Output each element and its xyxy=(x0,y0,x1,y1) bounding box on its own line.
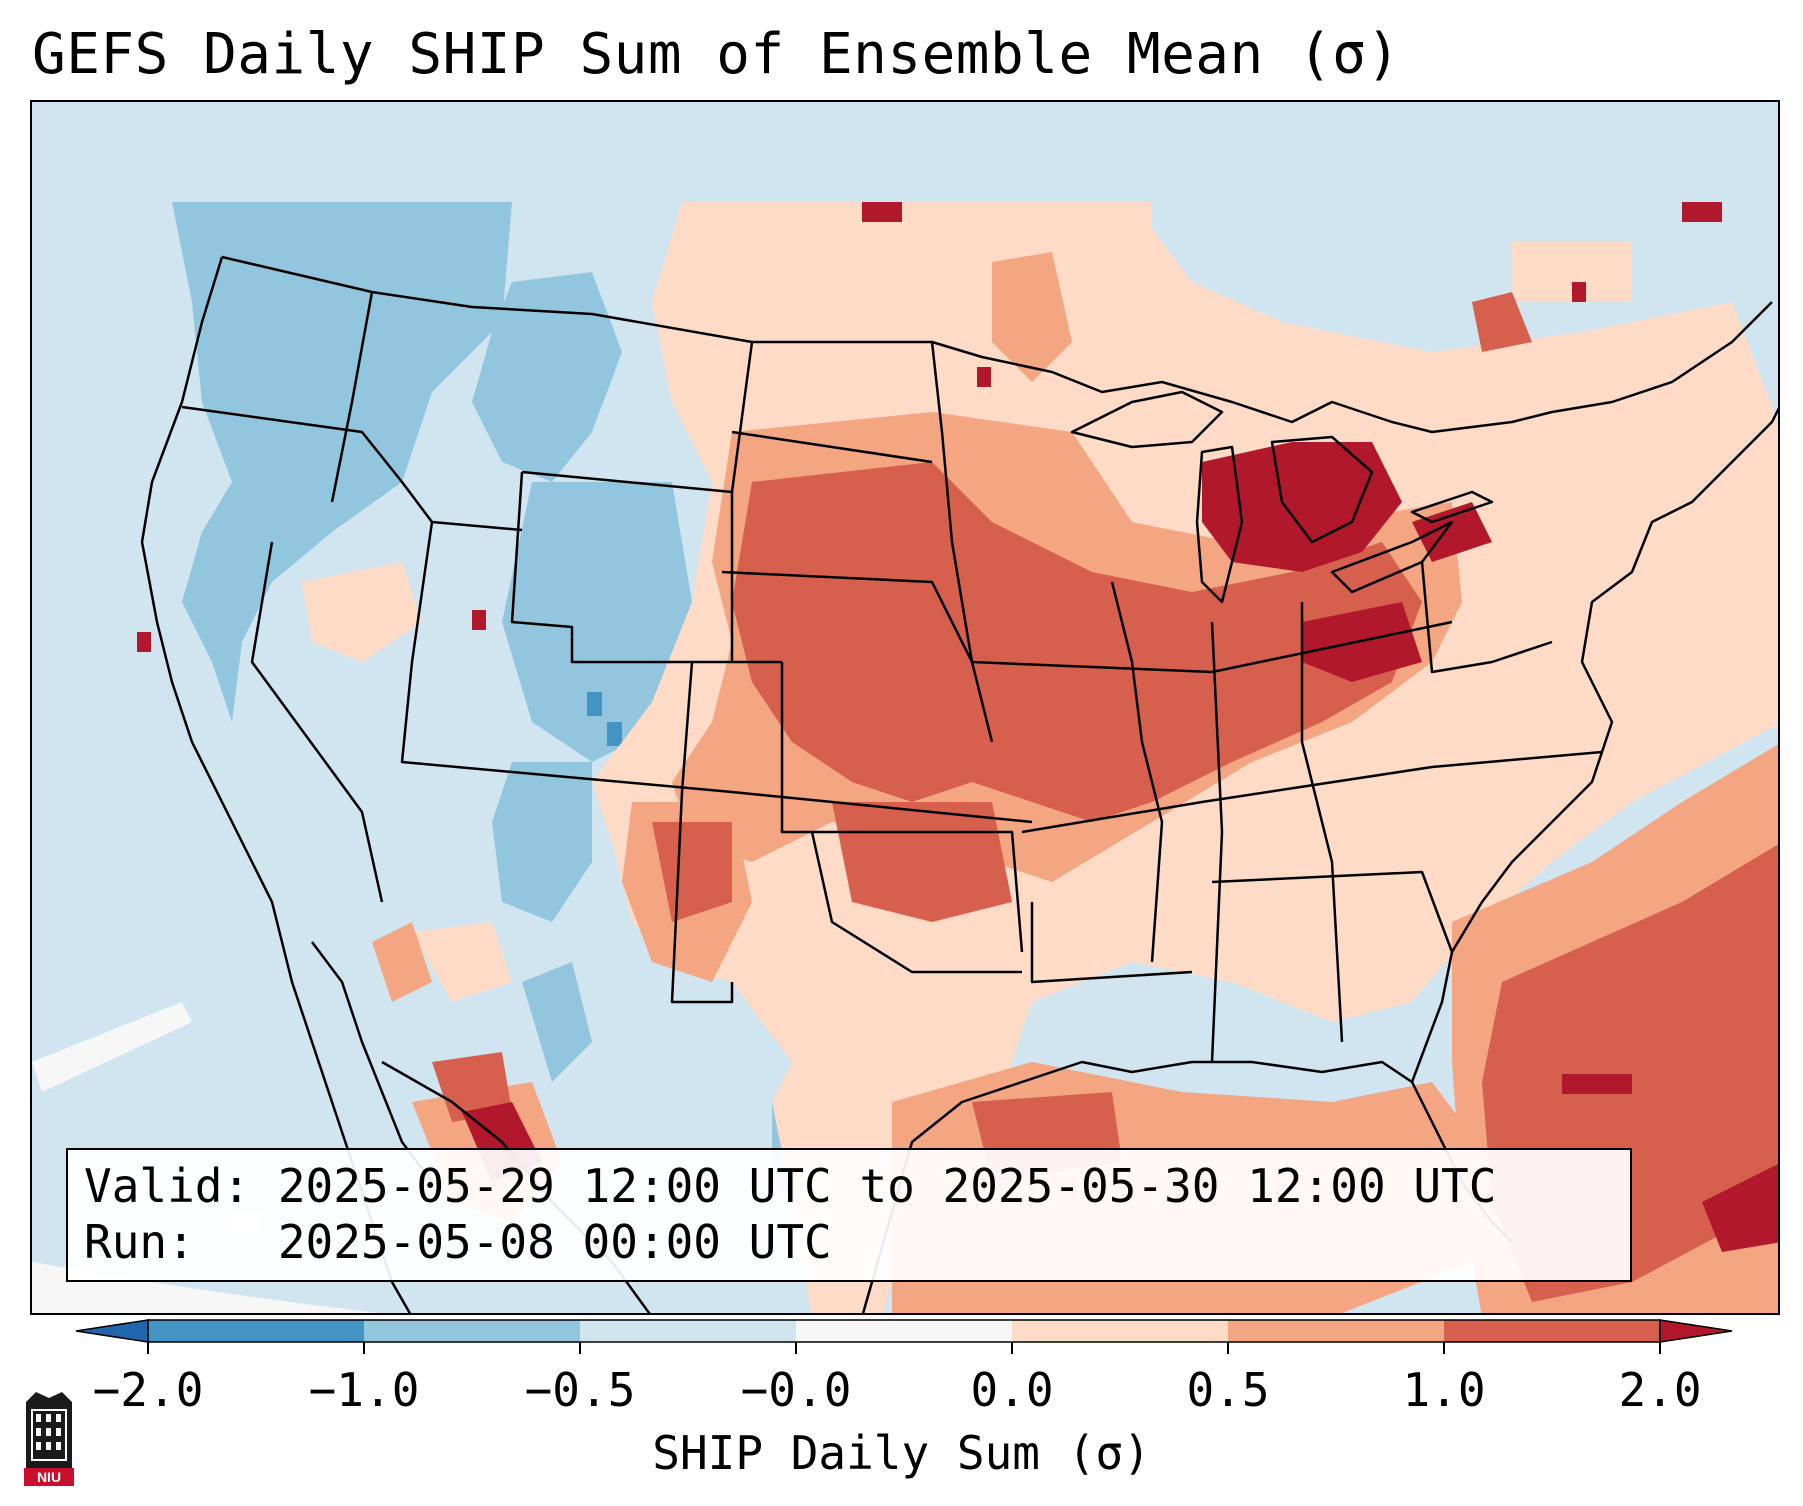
map-title: GEFS Daily SHIP Sum of Ensemble Mean (σ) xyxy=(32,22,1401,87)
valid-time-line: Valid: 2025-05-29 12:00 UTC to 2025-05-3… xyxy=(84,1159,1497,1213)
coastlines-and-borders xyxy=(140,255,1778,1313)
niu-logo: NIU xyxy=(24,1392,74,1486)
colorbar-under-extend xyxy=(75,1319,149,1343)
colorbar-tick-label: −1.0 xyxy=(308,1363,420,1417)
colorbar-bin xyxy=(364,1320,581,1342)
colorbar-tick-label: 2.0 xyxy=(1618,1363,1702,1417)
colorbar-bin xyxy=(796,1320,1013,1342)
colorbar-tick-label: 1.0 xyxy=(1402,1363,1486,1417)
valid-run-info-box: Valid: 2025-05-29 12:00 UTC to 2025-05-3… xyxy=(66,1148,1632,1282)
colorbar-bin xyxy=(148,1320,365,1342)
run-time-line: Run: 2025-05-08 00:00 UTC xyxy=(84,1215,832,1269)
colorbar-over-extend xyxy=(1659,1319,1733,1343)
colorbar-bins xyxy=(75,1319,1733,1343)
colorbar-tick-label: 0.0 xyxy=(970,1363,1054,1417)
colorbar-ticks xyxy=(147,1342,1661,1354)
colorbar-tick-label: −2.0 xyxy=(92,1363,204,1417)
colorbar-outline xyxy=(147,1319,1661,1343)
colorbar-bin xyxy=(1444,1320,1661,1342)
colorbar-label: SHIP Daily Sum (σ) xyxy=(652,1426,1151,1480)
colorbar-tick-label: 0.5 xyxy=(1186,1363,1270,1417)
map-panel[interactable] xyxy=(30,100,1780,1315)
colorbar-bin xyxy=(580,1320,797,1342)
ship-field-map xyxy=(32,102,1778,1313)
colorbar-bin xyxy=(1228,1320,1445,1342)
colorbar-tick-label: −0.0 xyxy=(740,1363,852,1417)
colorbar-tick-label: −0.5 xyxy=(524,1363,636,1417)
colorbar xyxy=(75,1319,1733,1354)
niu-logo-text: NIU xyxy=(37,1469,61,1485)
colorbar-bin xyxy=(1012,1320,1229,1342)
